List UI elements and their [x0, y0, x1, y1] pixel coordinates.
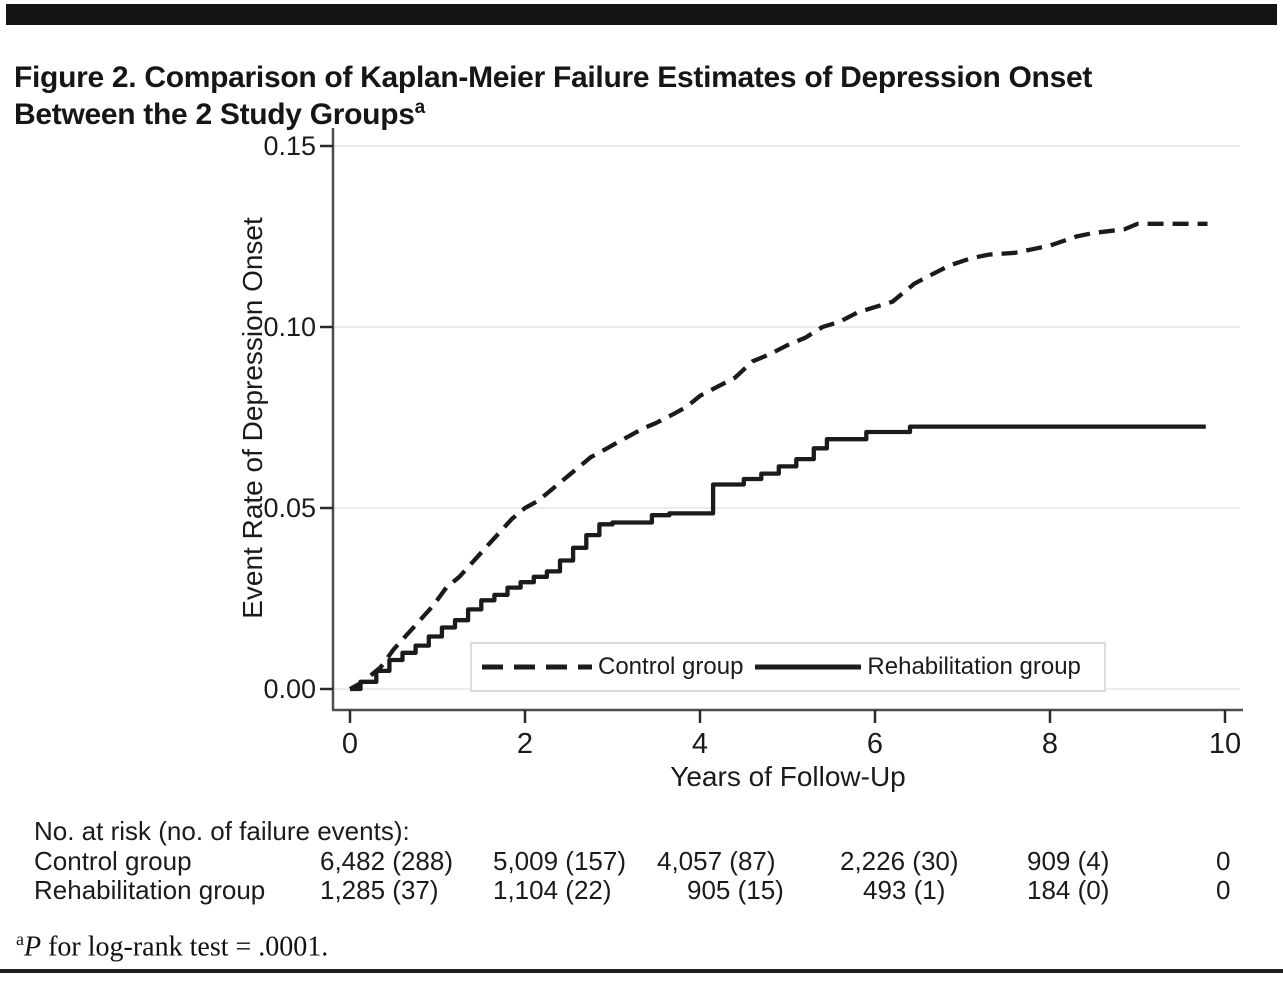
dashed-line-icon	[482, 664, 592, 670]
risk-cell: 909 (4)	[1027, 846, 1110, 876]
y-tick-label: 0.15	[263, 131, 316, 161]
x-tick-label: 10	[1209, 728, 1241, 760]
risk-cell: 493 (1)	[863, 875, 946, 905]
solid-line-icon	[755, 664, 862, 670]
legend-label-rehabilitation: Rehabilitation group	[867, 653, 1081, 680]
risk-cell: 905 (15)	[687, 875, 784, 905]
figure-title-footnote-marker: a	[414, 96, 426, 118]
risk-cell: 6,482 (288)	[320, 846, 453, 876]
risk-cell: 1,285 (37)	[320, 875, 439, 905]
risk-cell: 2,226 (30)	[840, 846, 959, 876]
legend: Control group Rehabilitation group	[470, 642, 1106, 692]
footnote: aP for log-rank test = .0001.	[16, 929, 328, 963]
footnote-text: for log-rank test = .0001.	[41, 931, 329, 963]
legend-label-control: Control group	[598, 653, 744, 680]
y-tick-label: 0.05	[263, 493, 316, 523]
risk-row-label: Control group	[34, 846, 192, 876]
x-tick-label: 2	[517, 728, 533, 760]
y-tick-label: 0.10	[263, 312, 316, 342]
risk-cell: 4,057 (87)	[657, 846, 776, 876]
x-axis-title: Years of Follow-Up	[670, 761, 906, 792]
x-tick-label: 4	[692, 728, 708, 760]
x-tick-label: 6	[867, 728, 883, 760]
curve-control-group	[348, 221, 1208, 691]
x-tick-label: 8	[1042, 728, 1058, 760]
x-tick-label: 0	[342, 728, 358, 760]
risk-cell: 1,104 (22)	[493, 875, 612, 905]
risk-cell: 0	[1216, 875, 1231, 905]
figure-title-text: Figure 2. Comparison of Kaplan-Meier Fai…	[14, 60, 1093, 131]
risk-cell: 184 (0)	[1027, 875, 1110, 905]
risk-cell: 5,009 (157)	[493, 846, 626, 876]
curve-rehabilitation-group	[350, 424, 1206, 692]
figure-title: Figure 2. Comparison of Kaplan-Meier Fai…	[14, 59, 1264, 133]
bottom-rule	[0, 969, 1283, 973]
footnote-marker: a	[16, 929, 24, 949]
footnote-p-symbol: P	[24, 931, 42, 963]
y-axis-title: Event Rate of Depression Onset	[237, 217, 268, 619]
y-tick-label: 0.00	[263, 674, 316, 704]
risk-row-label: Rehabilitation group	[34, 875, 266, 905]
risk-table-header: No. at risk (no. of failure events):	[34, 816, 410, 846]
top-rule	[6, 4, 1277, 25]
risk-cell: 0	[1216, 846, 1231, 876]
